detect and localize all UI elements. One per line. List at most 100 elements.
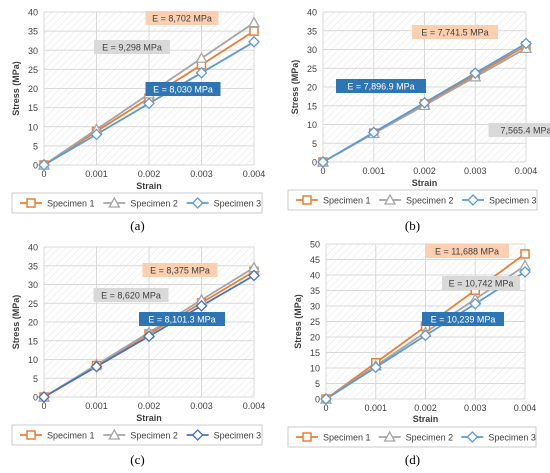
legend-marker-specimen-2 — [383, 193, 397, 205]
data-point-specimen-3 — [195, 299, 208, 312]
x-tick-label: 0.001 — [362, 166, 385, 176]
legend-label-specimen-2: Specimen 2 — [406, 196, 454, 206]
y-tick-label: 15 — [28, 103, 38, 113]
legend-marker-specimen-2 — [108, 428, 121, 440]
x-tick-label: 0.004 — [243, 401, 266, 411]
annotation-box-specimen-2 — [442, 276, 520, 290]
y-tick-label: 40 — [307, 8, 317, 18]
legend-label-specimen-1: Specimen 1 — [47, 431, 95, 441]
x-tick-label: 0.001 — [85, 401, 108, 411]
annotation-label-specimen-3: E = 8,030 MPa — [153, 85, 213, 95]
y-axis-title: Stress (MPa) — [11, 295, 21, 350]
data-point-specimen-3 — [248, 35, 260, 48]
caption-c: (c) — [130, 452, 145, 467]
legend-box — [287, 189, 538, 211]
y-tick-label: 25 — [28, 299, 38, 309]
annotation-label-specimen-2: E = 10,742 MPa — [449, 279, 514, 289]
y-tick-label: 35 — [28, 261, 38, 271]
data-point-specimen-1 — [520, 249, 530, 259]
legend-marker-specimen-3 — [191, 197, 204, 209]
y-tick-label: 20 — [28, 318, 38, 328]
chart-panel-c: 0 5 10 15 20 25 30 35 40 0 0.001 0.002 0.003 0.004 Str… — [0, 236, 275, 472]
caption-a: (a) — [130, 218, 145, 233]
annotation-box-specimen-1 — [142, 263, 218, 277]
legend-box — [11, 192, 263, 214]
data-point-specimen-3 — [367, 126, 380, 139]
chart-panel-a: 0 5 10 15 20 25 30 35 40 0 0.001 0.002 0.003 0.004 Str… — [0, 0, 275, 236]
caption-b: (b) — [404, 218, 421, 233]
y-tick-label: 35 — [307, 26, 317, 36]
annotation-label-specimen-3: E = 8,101.3 MPa — [148, 315, 215, 325]
annotation-label-specimen-1: E = 8,702 MPa — [152, 14, 212, 24]
chart-b: 0 5 10 15 20 25 30 35 40 0 0.001 0.002 0.003 0.004 Str… — [287, 8, 550, 211]
x-axis-title: Strain — [412, 178, 438, 188]
y-tick-label: 35 — [28, 27, 38, 37]
x-tick-label: 0.003 — [464, 403, 487, 413]
y-tick-label: 20 — [28, 84, 38, 94]
legend-label-specimen-2: Specimen 2 — [130, 431, 178, 441]
y-tick-label: 10 — [310, 364, 320, 374]
legend-marker-specimen-1 — [302, 195, 312, 205]
x-axis-title: Strain — [136, 413, 162, 423]
x-tick-label: 0.004 — [243, 169, 266, 179]
y-tick-label: 45 — [310, 255, 320, 265]
data-point-specimen-3 — [38, 391, 50, 403]
legend-marker-specimen-3 — [467, 194, 479, 206]
y-tick-label: 40 — [28, 243, 38, 253]
y-tick-label: 5 — [33, 141, 38, 151]
y-axis-title: Stress (MPa) — [293, 294, 303, 349]
chart-d: 0 5 10 15 20 25 30 35 40 45 50 0 0.001 0.002 0.003 0.00… — [287, 240, 537, 448]
annotation-label-specimen-2: E = 9,298 MPa — [102, 43, 162, 53]
data-point-specimen-3 — [320, 393, 332, 405]
legend-label-specimen-1: Specimen 1 — [47, 199, 95, 209]
legend-label-specimen-3: Specimen 3 — [488, 433, 536, 443]
data-point-specimen-3 — [469, 297, 482, 310]
y-tick-label: 40 — [28, 8, 38, 18]
data-point-specimen-3 — [90, 360, 103, 373]
x-tick-label: 0.004 — [515, 166, 538, 176]
x-tick-label: 0.002 — [413, 166, 436, 176]
chart-panel-b: 0 5 10 15 20 25 30 35 40 0 0.001 0.002 0.003 0.004 Str… — [275, 0, 550, 236]
legend-marker-specimen-3 — [466, 431, 479, 443]
chart-a: 0 5 10 15 20 25 30 35 40 0 0.001 0.002 0.003 0.004 Str… — [11, 8, 266, 214]
x-tick-label: 0 — [323, 403, 328, 413]
x-axis-title: Strain — [136, 181, 162, 191]
data-point-specimen-3 — [519, 265, 531, 278]
legend-marker-specimen-2 — [383, 430, 396, 442]
x-tick-label: 0.001 — [85, 169, 108, 179]
data-point-specimen-2 — [247, 16, 261, 28]
legend-label-specimen-2: Specimen 2 — [130, 199, 178, 209]
x-tick-label: 0.003 — [190, 169, 213, 179]
y-tick-label: 25 — [310, 317, 320, 327]
y-tick-label: 25 — [307, 64, 317, 74]
data-point-specimen-3 — [369, 361, 382, 374]
annotation-box-specimen-3 — [139, 312, 225, 326]
chart-c: 0 5 10 15 20 25 30 35 40 0 0.001 0.002 0.003 0.004 Str… — [11, 243, 266, 446]
x-tick-label: 0.001 — [364, 403, 387, 413]
y-tick-label: 5 — [315, 379, 320, 389]
data-point-specimen-3 — [419, 329, 432, 342]
legend-marker-specimen-2 — [108, 196, 121, 208]
y-tick-label: 30 — [310, 302, 320, 312]
y-tick-label: 35 — [310, 286, 320, 296]
legend-marker-specimen-3 — [191, 429, 204, 441]
legend-label-specimen-3: Specimen 3 — [489, 196, 537, 206]
y-tick-label: 40 — [310, 271, 320, 281]
x-tick-label: 0 — [41, 401, 46, 411]
x-tick-label: 0.002 — [138, 401, 161, 411]
data-point-specimen-1 — [249, 26, 259, 36]
x-tick-label: 0 — [41, 169, 46, 179]
data-point-specimen-3 — [38, 159, 50, 171]
data-point-specimen-3 — [469, 67, 482, 80]
x-tick-label: 0 — [320, 166, 325, 176]
x-tick-label: 0.003 — [464, 166, 487, 176]
x-tick-label: 0.002 — [414, 403, 437, 413]
x-axis-title: Strain — [413, 414, 439, 424]
x-tick-label: 0.002 — [138, 169, 161, 179]
y-tick-label: 15 — [28, 336, 38, 346]
annotation-box-specimen-1 — [145, 11, 219, 25]
y-tick-label: 30 — [28, 280, 38, 290]
annotation-box-specimen-2 — [94, 40, 170, 54]
legend-marker-specimen-1 — [26, 198, 36, 208]
legend-marker-specimen-1 — [26, 430, 36, 440]
